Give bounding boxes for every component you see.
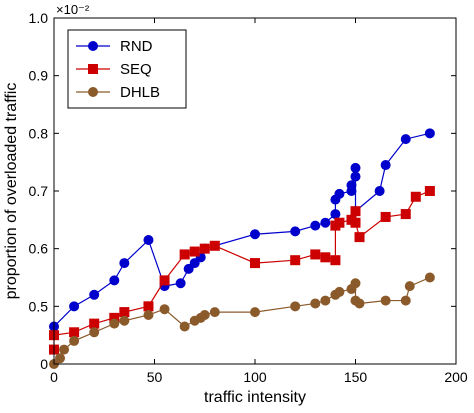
series-seq-point: [290, 255, 301, 266]
series-dhlb-point: [179, 321, 190, 332]
x-tick-label: 150: [344, 369, 368, 385]
series-dhlb-point: [143, 309, 154, 320]
series-dhlb-point: [334, 286, 345, 297]
series-seq-point: [410, 191, 421, 202]
series-seq-point: [159, 275, 170, 286]
series-dhlb-point: [380, 295, 391, 306]
series-rnd-point: [334, 188, 345, 199]
series-rnd-point: [69, 301, 80, 312]
series-dhlb-point: [199, 309, 210, 320]
series-layer: [49, 128, 435, 369]
series-dhlb: [49, 272, 435, 369]
series-dhlb-point: [209, 307, 220, 318]
legend-rnd-point: [88, 41, 98, 51]
series-rnd-point: [350, 162, 361, 173]
series-rnd: [49, 128, 435, 332]
y-tick-label: 0.5: [29, 298, 49, 314]
y-multiplier-label: ×10⁻²: [56, 2, 90, 17]
series-dhlb-point: [55, 353, 66, 364]
series-dhlb-point: [119, 315, 130, 326]
series-dhlb-point: [290, 301, 301, 312]
series-seq-point: [320, 252, 331, 263]
series-rnd-point: [330, 209, 341, 220]
y-axis-label: proportion of overloaded traffic: [3, 83, 20, 300]
series-seq-point: [380, 211, 391, 222]
y-tick-label: 0.8: [29, 125, 49, 141]
legend-dhlb-point: [88, 87, 98, 97]
x-tick-label: 0: [50, 369, 58, 385]
series-rnd-point: [380, 160, 391, 171]
series-rnd-point: [119, 258, 130, 269]
ticks-layer: 0 50 100 150 200 0 0.5 0.6 0.7 0.8 0.9 1.0: [29, 10, 468, 385]
series-seq-point: [400, 209, 411, 220]
x-axis-label: traffic intensity: [204, 389, 306, 406]
series-seq-point: [69, 327, 80, 338]
series-rnd-point: [424, 128, 435, 139]
y-tick-label: 0.9: [29, 68, 49, 84]
series-seq-point: [189, 246, 200, 257]
series-seq-point: [350, 206, 361, 217]
series-rnd-point: [400, 134, 411, 145]
series-seq-point: [143, 301, 154, 312]
series-seq-point: [330, 255, 341, 266]
series-dhlb-point: [89, 327, 100, 338]
series-seq-point: [209, 240, 220, 251]
series-dhlb-point: [310, 298, 321, 309]
series-seq-point: [350, 217, 361, 228]
series-rnd-point: [374, 186, 385, 196]
series-rnd-point: [189, 258, 200, 269]
series-dhlb-point: [404, 281, 415, 292]
series-rnd-point: [143, 235, 154, 246]
series-rnd-point: [250, 229, 260, 240]
series-rnd-point: [346, 180, 357, 191]
series-seq-point: [354, 232, 365, 243]
series-rnd-point: [310, 220, 321, 231]
series-dhlb-point: [320, 295, 331, 306]
series-seq-point: [199, 243, 210, 254]
series-rnd-point: [89, 289, 100, 300]
series-seq-point: [179, 249, 190, 260]
series-dhlb-point: [69, 335, 80, 346]
series-dhlb-point: [400, 295, 411, 306]
y-tick-label: 0.6: [29, 241, 49, 257]
legend-rnd-label: RND: [120, 38, 153, 55]
series-rnd-point: [109, 275, 120, 286]
series-dhlb-point: [424, 272, 435, 283]
y-tick-label: 1.0: [29, 10, 49, 26]
series-seq-point: [250, 258, 260, 269]
legend-dhlb-label: DHLB: [120, 84, 160, 101]
series-dhlb-point: [59, 344, 70, 355]
series-dhlb-point: [159, 304, 170, 315]
y-tick-label: 0: [40, 356, 48, 372]
series-seq-point: [424, 186, 435, 196]
y-tick-label: 0.7: [29, 183, 49, 199]
series-seq-point: [310, 249, 321, 260]
legend: RND SEQ DHLB: [67, 29, 187, 109]
series-rnd-point: [350, 171, 361, 182]
x-tick-label: 100: [243, 369, 267, 385]
series-rnd-line: [53, 132, 431, 327]
series-dhlb-point: [109, 318, 120, 329]
x-tick-label: 200: [444, 369, 468, 385]
series-dhlb-point: [350, 278, 361, 289]
series-seq: [49, 186, 435, 355]
series-rnd-point: [175, 278, 186, 289]
series-rnd-point: [183, 263, 194, 274]
series-dhlb-point: [354, 298, 365, 309]
series-seq-point: [89, 318, 100, 329]
x-tick-label: 50: [147, 369, 163, 385]
series-dhlb-point: [250, 307, 260, 318]
series-rnd-point: [290, 226, 301, 237]
legend-seq-label: SEQ: [120, 61, 152, 78]
series-seq-point: [119, 307, 130, 318]
legend-seq-point: [88, 64, 98, 74]
series-rnd-point: [320, 217, 331, 228]
series-seq-point: [334, 217, 345, 228]
